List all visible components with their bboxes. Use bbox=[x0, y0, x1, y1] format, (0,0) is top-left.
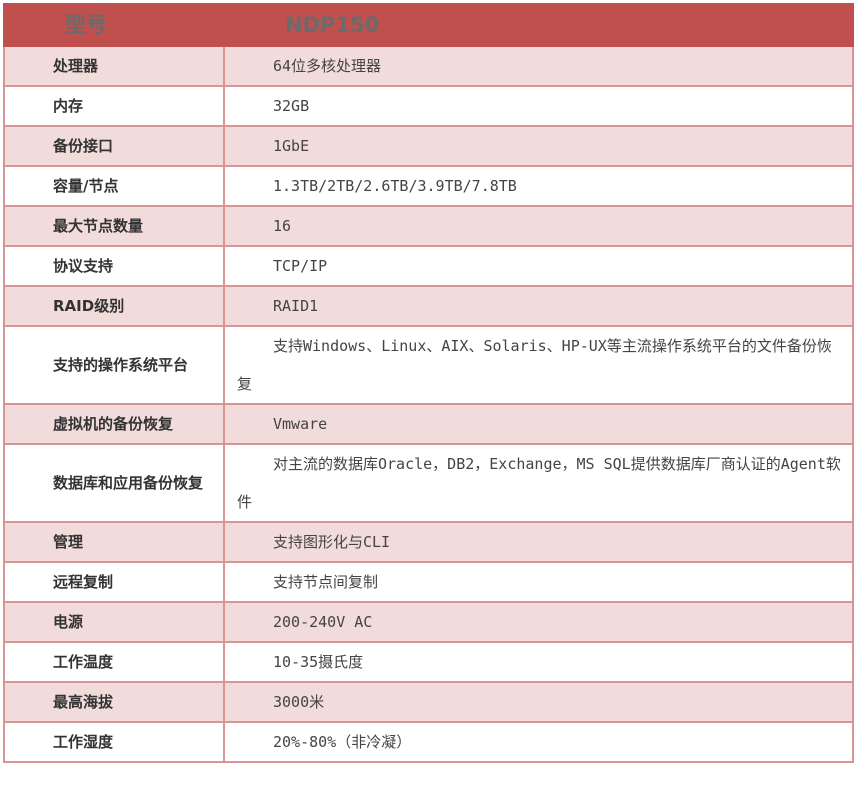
spec-key: 备份接口 bbox=[3, 125, 225, 167]
spec-value: RAID1 bbox=[223, 285, 854, 327]
spec-value: 16 bbox=[223, 205, 854, 247]
spec-value: 对主流的数据库Oracle，DB2，Exchange，MS SQL提供数据库厂商… bbox=[223, 443, 854, 523]
spec-key: 工作湿度 bbox=[3, 721, 225, 763]
table-row: 管理 支持图形化与CLI bbox=[3, 521, 854, 563]
spec-key: 虚拟机的备份恢复 bbox=[3, 403, 225, 445]
table-row: RAID级别 RAID1 bbox=[3, 285, 854, 327]
header-value: NDP150 bbox=[223, 3, 854, 47]
spec-key: 电源 bbox=[3, 601, 225, 643]
spec-key: 管理 bbox=[3, 521, 225, 563]
table-row: 最大节点数量 16 bbox=[3, 205, 854, 247]
spec-key: 内存 bbox=[3, 85, 225, 127]
table-row: 数据库和应用备份恢复 对主流的数据库Oracle，DB2，Exchange，MS … bbox=[3, 443, 854, 523]
table-row: 远程复制 支持节点间复制 bbox=[3, 561, 854, 603]
table-row: 工作温度 10-35摄氏度 bbox=[3, 641, 854, 683]
spec-value: 3000米 bbox=[223, 681, 854, 723]
table-row: 电源 200-240V AC bbox=[3, 601, 854, 643]
spec-value: Vmware bbox=[223, 403, 854, 445]
spec-value: 64位多核处理器 bbox=[223, 45, 854, 87]
spec-key: 数据库和应用备份恢复 bbox=[3, 443, 225, 523]
spec-key: 工作温度 bbox=[3, 641, 225, 683]
table-header-row: 型号 NDP150 bbox=[3, 3, 854, 47]
spec-value: 32GB bbox=[223, 85, 854, 127]
spec-key: RAID级别 bbox=[3, 285, 225, 327]
spec-key: 远程复制 bbox=[3, 561, 225, 603]
table-row: 备份接口 1GbE bbox=[3, 125, 854, 167]
table-row: 虚拟机的备份恢复 Vmware bbox=[3, 403, 854, 445]
spec-table: 型号 NDP150 处理器 64位多核处理器 内存 32GB 备份接口 1GbE 容量/节点… bbox=[3, 3, 854, 763]
spec-key: 处理器 bbox=[3, 45, 225, 87]
spec-value: 1.3TB/2TB/2.6TB/3.9TB/7.8TB bbox=[223, 165, 854, 207]
table-row: 内存 32GB bbox=[3, 85, 854, 127]
spec-value: 支持Windows、Linux、AIX、Solaris、HP-UX等主流操作系统… bbox=[223, 325, 854, 405]
spec-key: 容量/节点 bbox=[3, 165, 225, 207]
spec-value: 20%-80%（非冷凝） bbox=[223, 721, 854, 763]
header-key: 型号 bbox=[3, 3, 225, 47]
spec-key: 最高海拔 bbox=[3, 681, 225, 723]
table-row: 支持的操作系统平台 支持Windows、Linux、AIX、Solaris、HP-… bbox=[3, 325, 854, 405]
spec-key: 协议支持 bbox=[3, 245, 225, 287]
table-row: 工作湿度 20%-80%（非冷凝） bbox=[3, 721, 854, 763]
spec-value: 支持图形化与CLI bbox=[223, 521, 854, 563]
spec-value: 10-35摄氏度 bbox=[223, 641, 854, 683]
spec-value: 1GbE bbox=[223, 125, 854, 167]
spec-value: 200-240V AC bbox=[223, 601, 854, 643]
table-row: 协议支持 TCP/IP bbox=[3, 245, 854, 287]
spec-value: TCP/IP bbox=[223, 245, 854, 287]
spec-key: 最大节点数量 bbox=[3, 205, 225, 247]
spec-value: 支持节点间复制 bbox=[223, 561, 854, 603]
table-row: 处理器 64位多核处理器 bbox=[3, 45, 854, 87]
spec-key: 支持的操作系统平台 bbox=[3, 325, 225, 405]
table-row: 最高海拔 3000米 bbox=[3, 681, 854, 723]
table-row: 容量/节点 1.3TB/2TB/2.6TB/3.9TB/7.8TB bbox=[3, 165, 854, 207]
